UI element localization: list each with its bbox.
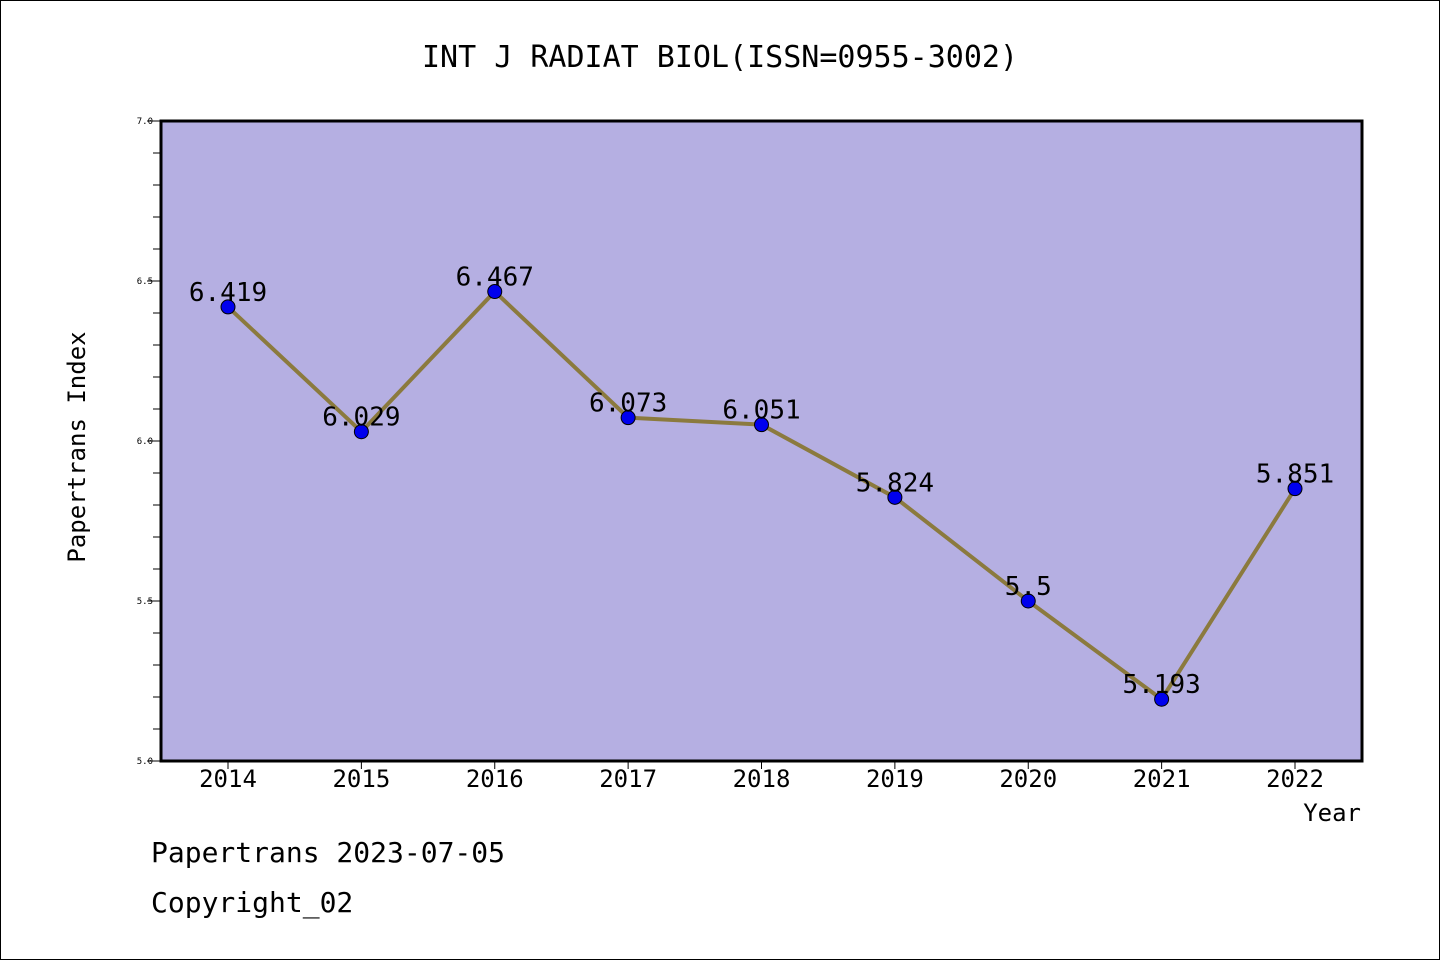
data-label: 5.5 [1005,572,1052,602]
y-tick-label: 7.0 [137,117,153,127]
data-point-marker [487,284,503,300]
data-label: 6.029 [322,403,400,433]
data-point-marker [754,417,769,433]
footer-copyright-text: Copyright_02 [151,886,354,919]
data-point-marker [620,410,636,426]
x-tick-label: 2019 [866,765,924,793]
y-tick-label: 5.5 [137,597,153,607]
data-label: 6.467 [456,263,534,293]
footer-date-text: Papertrans 2023-07-05 [151,836,506,869]
data-point-marker [1020,593,1036,609]
data-point-marker [353,424,369,440]
data-label: 5.193 [1122,670,1200,700]
data-point-marker [887,489,903,505]
data-label: 5.851 [1256,460,1334,490]
y-tick-label: 6.0 [137,437,153,447]
data-label: 6.051 [722,396,800,426]
y-tick-label: 5.0 [137,757,153,767]
chart-title: INT J RADIAT BIOL(ISSN=0955-3002) [422,40,1018,75]
y-axis-label: Papertrans Index [63,331,91,562]
x-tick-label: 2016 [466,765,524,793]
x-tick-label: 2021 [1133,765,1191,793]
x-axis-label: Year [1303,799,1361,827]
data-label: 6.073 [589,389,667,419]
x-tick-label: 2015 [332,765,390,793]
data-point-marker [1287,481,1303,497]
x-tick-label: 2020 [999,765,1057,793]
x-tick-label: 2022 [1266,765,1324,793]
x-tick-label: 2014 [199,765,257,793]
data-label: 6.419 [189,278,267,308]
x-tick-label: 2017 [599,765,657,793]
data-point-marker [220,299,236,315]
data-point-marker [1154,691,1170,707]
plot-frame [159,119,1364,763]
plot-area [161,121,1362,761]
y-tick-label: 6.5 [137,277,153,287]
data-label: 5.824 [856,468,934,498]
x-tick-label: 2018 [733,765,791,793]
